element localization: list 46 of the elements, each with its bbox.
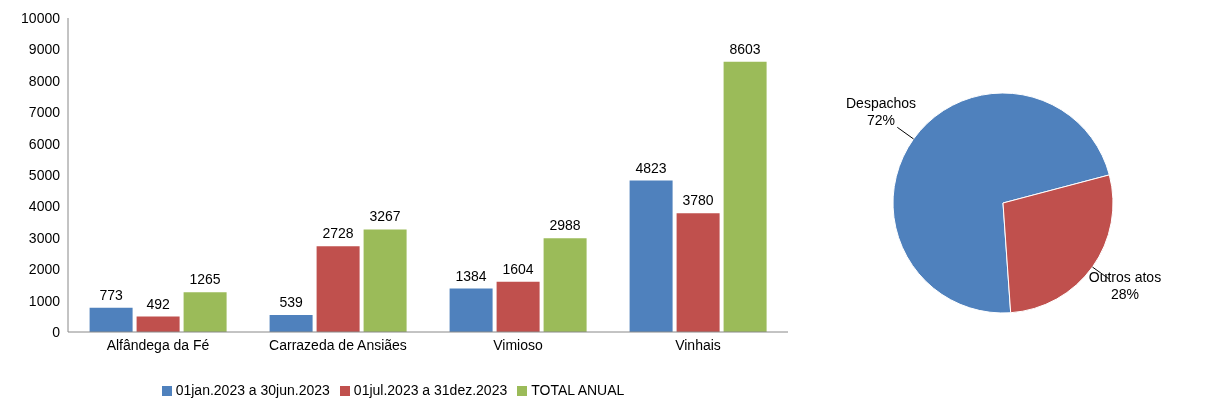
bar	[136, 316, 180, 332]
x-tick-label: Alfândega da Fé	[106, 336, 210, 353]
y-tick-label: 6000	[28, 135, 61, 152]
data-label: 773	[99, 286, 123, 303]
bar	[629, 180, 673, 332]
bar	[496, 281, 540, 332]
y-tick-label: 9000	[28, 41, 61, 58]
bar	[449, 288, 493, 332]
data-label: 4823	[635, 159, 667, 176]
bar	[723, 61, 767, 332]
bar	[676, 213, 720, 332]
data-label: 1384	[455, 267, 487, 284]
legend-label: 01jan.2023 a 30jun.2023	[175, 382, 330, 398]
x-tick-label: Carrazeda de Ansiães	[269, 336, 407, 353]
x-tick-label: Vinhais	[675, 336, 721, 353]
slice-label: Outros atos	[1088, 269, 1162, 286]
y-tick-label: 8000	[28, 72, 61, 89]
data-label: 2728	[322, 225, 354, 242]
y-tick-label: 7000	[28, 104, 61, 121]
y-tick-label: 4000	[28, 198, 61, 215]
data-label: 1604	[502, 260, 534, 277]
legend-label: 01jul.2023 a 31dez.2023	[353, 382, 508, 398]
bar	[363, 229, 407, 332]
data-label: 1265	[189, 271, 221, 288]
legend-label: TOTAL ANUAL	[531, 382, 625, 398]
bar	[269, 315, 313, 332]
bar	[316, 246, 360, 332]
y-tick-label: 0	[52, 323, 61, 340]
bar	[183, 292, 227, 332]
data-label: 2988	[549, 217, 581, 234]
bar	[89, 307, 133, 332]
bar	[543, 238, 587, 332]
x-tick-label: Vimioso	[493, 336, 543, 353]
y-tick-label: 1000	[28, 292, 61, 309]
data-label: 492	[146, 295, 170, 312]
y-tick-label: 3000	[28, 229, 61, 246]
y-tick-label: 10000	[21, 9, 61, 26]
y-tick-label: 5000	[28, 166, 61, 183]
y-tick-label: 2000	[28, 261, 61, 278]
data-label: 3267	[369, 208, 401, 225]
data-label: 28%	[1110, 286, 1139, 303]
data-label: 72%	[867, 111, 896, 128]
data-label: 539	[279, 294, 303, 311]
slice-label: Despachos	[846, 94, 917, 111]
data-label: 8603	[729, 40, 761, 57]
data-label: 3780	[682, 192, 714, 209]
